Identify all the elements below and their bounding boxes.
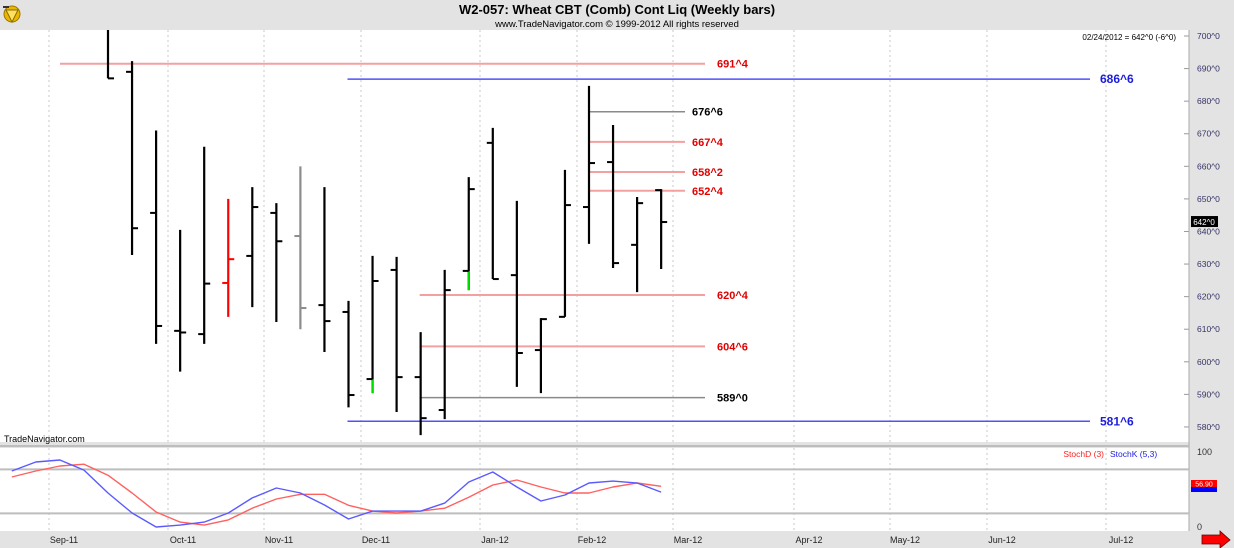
- y-tick-label: 610^0: [1197, 324, 1220, 334]
- ohlc-bar: [342, 300, 355, 408]
- ohlc-bar: [294, 166, 307, 330]
- stoch-last-value-marker: 56.90: [1191, 480, 1217, 492]
- stochastic-panel[interactable]: [0, 448, 1189, 531]
- y-tick-label: 680^0: [1197, 96, 1220, 106]
- chart-title: W2-057: Wheat CBT (Comb) Cont Liq (Weekl…: [459, 2, 775, 17]
- x-tick-label: Jul-12: [1109, 535, 1134, 545]
- ohlc-bar: [390, 256, 403, 412]
- y-tick-label: 600^0: [1197, 357, 1220, 367]
- ohlc-bar: [270, 203, 283, 323]
- ohlc-bar: [174, 229, 187, 372]
- ohlc-bar: [607, 124, 620, 268]
- x-tick-label: May-12: [890, 535, 920, 545]
- x-tick-label: Feb-12: [578, 535, 607, 545]
- price-levels: 691^4 686^6 676^6 667^4 658^2 652^4 620^4 604^6…: [60, 59, 1134, 428]
- ohlc-bar: [510, 200, 523, 387]
- level-label: 686^6: [1100, 72, 1134, 86]
- x-tick-label: Apr-12: [795, 535, 822, 545]
- ohlc-bar: [462, 177, 475, 291]
- ohlc-bar: [246, 187, 259, 308]
- level-label: 620^4: [717, 290, 749, 302]
- level-label: 589^0: [717, 393, 748, 405]
- y-tick-label: 590^0: [1197, 389, 1220, 399]
- y-tick-label: 640^0: [1197, 226, 1220, 236]
- ohlc-bar: [438, 269, 451, 420]
- legend-stochd: StochD (3): [1063, 449, 1104, 459]
- y-tick-label: 620^0: [1197, 292, 1220, 302]
- stoch-tick-0: 0: [1197, 522, 1202, 532]
- price-readout: 02/24/2012 = 642^0 (-6^0): [1082, 33, 1176, 42]
- y-tick-label: 630^0: [1197, 259, 1220, 269]
- ohlc-bar: [414, 332, 427, 436]
- y-tick-label: 700^0: [1197, 31, 1220, 41]
- level-label: 676^6: [692, 107, 723, 119]
- ohlc-bar: [583, 85, 595, 244]
- x-tick-label: Jan-12: [481, 535, 509, 545]
- stochd-line: [11, 463, 662, 526]
- ohlc-bar: [655, 189, 668, 269]
- grid: [48, 30, 1107, 531]
- ohlc-bar: [126, 61, 139, 255]
- stochastic-lines: [0, 445, 1189, 528]
- y-tick-label: 670^0: [1197, 129, 1220, 139]
- ohlc-bar: [486, 127, 499, 281]
- y-tick-label: 650^0: [1197, 194, 1220, 204]
- ohlc-bar: [318, 187, 331, 353]
- level-label: 581^6: [1100, 414, 1134, 428]
- level-label: 652^4: [692, 186, 724, 198]
- last-price-marker: 642^0: [1191, 216, 1218, 228]
- tradenavigator-logo-icon[interactable]: [3, 5, 21, 24]
- copyright-text: www.TradeNavigator.com © 1999-2012 All r…: [494, 19, 739, 30]
- date-axis[interactable]: Sep-11 Oct-11 Nov-11 Dec-11 Jan-12 Feb-12 Mar-…: [50, 535, 1133, 545]
- ohlc-bar: [631, 196, 644, 293]
- ohlc-bar: [366, 255, 379, 394]
- y-tick-label: 660^0: [1197, 161, 1220, 171]
- x-tick-label: Dec-11: [362, 535, 390, 545]
- ohlc-bar: [222, 198, 235, 317]
- ohlc-bar: [106, 30, 114, 80]
- y-tick-label: 690^0: [1197, 64, 1220, 74]
- watermark-text: TradeNavigator.com: [4, 434, 85, 444]
- level-label: 604^6: [717, 341, 748, 353]
- x-tick-label: Nov-11: [265, 535, 293, 545]
- stoch-last-value: 56.90: [1195, 482, 1213, 489]
- level-label: 691^4: [717, 59, 749, 71]
- ohlc-bar: [534, 318, 547, 394]
- ohlc-bar: [558, 169, 571, 318]
- price-panel[interactable]: [0, 30, 1189, 442]
- price-axis[interactable]: 700^0 690^0 680^0 670^0 660^0 650^0 640^0 630^0…: [1184, 30, 1220, 531]
- stochk-line: [11, 459, 662, 528]
- last-price-label: 642^0: [1193, 218, 1215, 227]
- legend-stochk: StochK (5,3): [1110, 449, 1157, 459]
- level-label: 667^4: [692, 137, 724, 149]
- scroll-right-arrow-icon[interactable]: [1201, 530, 1231, 548]
- stoch-tick-100: 100: [1197, 447, 1212, 457]
- level-label: 658^2: [692, 167, 723, 179]
- price-bars: [106, 30, 668, 436]
- ohlc-bar: [150, 130, 163, 344]
- x-tick-label: Mar-12: [674, 535, 703, 545]
- x-tick-label: Sep-11: [50, 535, 78, 545]
- ohlc-bar: [198, 146, 211, 344]
- y-tick-label: 580^0: [1197, 422, 1220, 432]
- x-tick-label: Oct-11: [170, 535, 196, 545]
- x-tick-label: Jun-12: [988, 535, 1016, 545]
